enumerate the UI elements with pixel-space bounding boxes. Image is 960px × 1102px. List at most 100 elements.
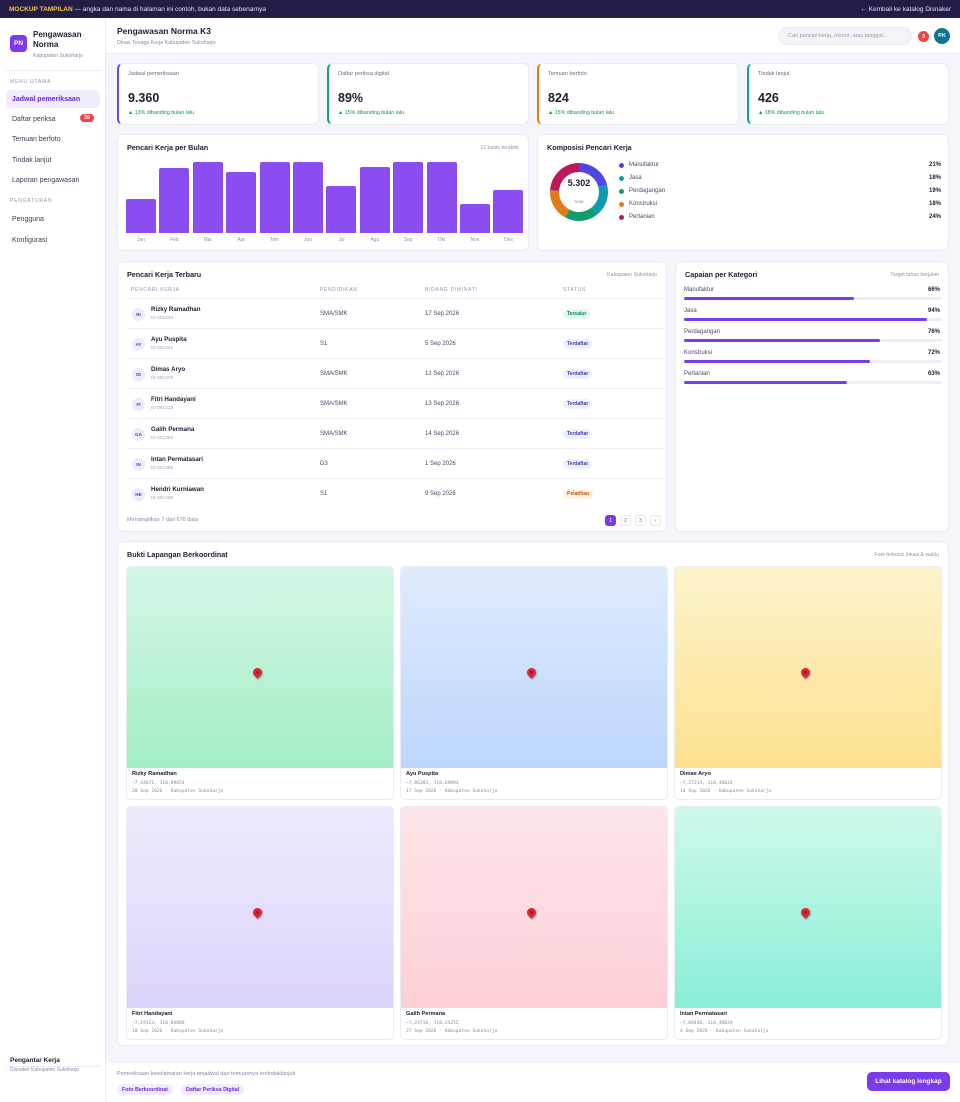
- donut-slice-perdagangan[interactable]: [565, 207, 598, 221]
- seeker-name: Dimas Aryo: [151, 366, 186, 373]
- category-label: Konstruksi: [684, 350, 713, 356]
- evidence-photo[interactable]: Rizky Ramadhan −7,44671, 110,89654 20 Sep …: [126, 566, 394, 800]
- seeker-name: Galih Permana: [151, 426, 195, 433]
- chart-bar-jul[interactable]: [326, 186, 357, 233]
- table-row[interactable]: GA Galih Permana ID 001352 SMA/SMK 14 Sep 20…: [127, 418, 667, 448]
- progress-track: [684, 360, 942, 363]
- page-title: Pengawasan Norma K3: [117, 26, 212, 36]
- sidebar-item-jadwal[interactable]: Jadwal pemeriksaan: [6, 90, 100, 108]
- sidebar-item-label: Daftar periksa: [12, 115, 56, 123]
- sidebar-item-konfigurasi[interactable]: Konfigurasi: [6, 231, 100, 249]
- evidence-photo[interactable]: Fitri Handayani −7,19123, 110,04880 10 Sep…: [126, 806, 394, 1040]
- seeker-id: ID 001315: [151, 406, 174, 411]
- sidebar-item-daftar-periksa[interactable]: Daftar periksa 39: [6, 110, 100, 128]
- category-percent: 63%: [927, 371, 940, 377]
- donut-slice-konstruksi[interactable]: [550, 190, 570, 218]
- evidence-photo[interactable]: Ayu Puspita −7,86383, 110,69093 17 Sep 202…: [400, 566, 668, 800]
- next-page-button[interactable]: ›: [650, 515, 661, 526]
- page-button[interactable]: 3: [635, 515, 646, 526]
- column-header[interactable]: PENDIDIKAN: [320, 287, 358, 293]
- chart-bar-nov[interactable]: [460, 203, 490, 233]
- legend-swatch: [619, 189, 624, 194]
- photo-image: [127, 567, 393, 768]
- table-row[interactable]: DI Dimas Aryo ID 001278 SMA/SMK 12 Sep 2026 T…: [127, 358, 667, 388]
- chart-bar-agu[interactable]: [359, 166, 390, 233]
- search-input[interactable]: Cari pencari kerja, nomor, atau tanggal.…: [778, 27, 912, 45]
- photo-meta: 4 Sep 2026 · Kabupaten Sukoharjo: [680, 1029, 769, 1034]
- sidebar-item-temuan[interactable]: Temuan berfoto: [6, 130, 100, 148]
- progress-fill: [684, 381, 847, 384]
- donut-slice-jasa[interactable]: [591, 184, 608, 215]
- stat-card[interactable]: Tindak lanjut 426 ▲ 18% dibanding bulan la…: [747, 63, 949, 125]
- sidebar-item-laporan[interactable]: Laporan pengawasan: [6, 171, 100, 189]
- education-cell: SMA/SMK: [320, 371, 348, 377]
- stat-value: 824: [548, 91, 569, 105]
- donut-total: 5.302: [567, 178, 591, 188]
- chart-bar-jan[interactable]: [126, 198, 156, 233]
- chart-bar-jun[interactable]: [293, 161, 323, 233]
- photo-name: Fitri Handayani: [132, 1011, 173, 1017]
- column-header[interactable]: STATUS: [563, 287, 587, 293]
- status-badge: Pelatihan: [563, 489, 594, 499]
- table-row[interactable]: HE Hendri Kurniawan ID 001426 S1 9 Sep 2026 P…: [127, 478, 667, 508]
- stat-card[interactable]: Temuan berfoto 824 ▲ 15% dibanding bulan l…: [537, 63, 739, 125]
- map-pin-icon: [251, 906, 264, 919]
- page-button[interactable]: 2: [620, 515, 631, 526]
- sidebar-footer-subtitle: Disnaker Kabupaten Sukoharjo: [10, 1067, 80, 1073]
- page-subtitle: Dinas Tenaga Kerja Kabupaten Sukoharjo: [117, 40, 216, 46]
- brand-subtitle: Kabupaten Sukoharjo: [33, 53, 83, 59]
- photo-meta: 17 Sep 2026 · Kabupaten Sukoharjo: [406, 789, 498, 794]
- chart-bar-des[interactable]: [493, 190, 524, 233]
- sidebar-item-tindak-lanjut[interactable]: Tindak lanjut: [6, 151, 100, 169]
- status-badge: Tersalur: [563, 309, 591, 319]
- evidence-photo[interactable]: Dimas Aryo −7,27214, 110,46033 14 Sep 2026…: [674, 566, 942, 800]
- legend-swatch: [619, 176, 624, 181]
- sidebar-item-pengguna[interactable]: Pengguna: [6, 210, 100, 228]
- chart-bar-mar[interactable]: [192, 161, 223, 233]
- page-button[interactable]: 1: [605, 515, 616, 526]
- seeker-id: ID 001234: [151, 316, 174, 321]
- avatar: AY: [132, 338, 145, 351]
- table-row[interactable]: RI Rizky Ramadhan ID 001234 SMA/SMK 17 Sep 2…: [127, 298, 667, 328]
- table-row[interactable]: IN Intan Permatasari ID 001389 D3 1 Sep 2026…: [127, 448, 667, 478]
- back-to-catalog-link[interactable]: ← Kembali ke katalog Disnaker: [860, 5, 951, 13]
- donut-slice-pertanian[interactable]: [550, 163, 579, 191]
- evidence-photo[interactable]: Galih Permana −7,24710, 110,24252 27 Sep 2…: [400, 806, 668, 1040]
- seeker-name: Intan Permatasari: [151, 456, 203, 463]
- column-header[interactable]: PENCARI KERJA: [131, 287, 180, 293]
- seeker-id: ID 001426: [151, 496, 174, 501]
- seeker-name: Rizky Ramadhan: [151, 306, 201, 313]
- column-header[interactable]: BIDANG DIMINATI: [425, 287, 478, 293]
- donut-slice-manufaktur[interactable]: [579, 163, 608, 188]
- education-cell: D3: [320, 461, 328, 467]
- brand-name: Pengawasan Norma: [33, 30, 82, 49]
- job-seekers-table-card: Pencari Kerja Terbaru Kabupaten Sukoharj…: [117, 261, 667, 532]
- notification-badge[interactable]: 3: [918, 31, 929, 42]
- sidebar-group-main: MENU UTAMA: [10, 79, 52, 85]
- user-avatar[interactable]: PK: [934, 28, 950, 44]
- evidence-photo[interactable]: Intan Permatasari −7,68446, 110,48039 4 Se…: [674, 806, 942, 1040]
- stat-label: Temuan berfoto: [548, 71, 587, 77]
- chart-bar-okt[interactable]: [426, 161, 457, 233]
- legend-label: Manufaktur: [629, 162, 660, 168]
- chart-bar-apr[interactable]: [226, 172, 257, 233]
- stat-card[interactable]: Daftar periksa digital 89% ▲ 15% dibanding…: [327, 63, 529, 125]
- x-tick-label: Des: [503, 237, 513, 243]
- achievement-card: Capaian per Kategori Target tahun berjal…: [675, 261, 949, 532]
- stat-card[interactable]: Jadwal pemeriksaan 9.360 ▲ 13% dibanding b…: [117, 63, 319, 125]
- stat-trend: ▲ 15% dibanding bulan lalu: [338, 110, 404, 116]
- chart-bar-sep[interactable]: [393, 161, 424, 233]
- x-tick-label: Nov: [470, 237, 480, 243]
- seeker-id: ID 001352: [151, 436, 174, 441]
- map-pin-icon: [251, 666, 264, 679]
- table-row[interactable]: AY Ayu Puspita ID 001241 S1 5 Sep 2026 Terdaf…: [127, 328, 667, 358]
- progress-track: [684, 318, 942, 321]
- view-catalog-button[interactable]: Lihat katalog lengkap: [867, 1072, 950, 1091]
- table-row[interactable]: FI Fitri Handayani ID 001315 SMA/SMK 13 Sep …: [127, 388, 667, 418]
- legend-value: 18%: [928, 201, 941, 207]
- chart-bar-feb[interactable]: [159, 168, 190, 233]
- education-cell: S1: [320, 491, 328, 497]
- avatar: DI: [132, 368, 145, 381]
- chart-bar-mei[interactable]: [259, 161, 290, 233]
- education-cell: SMA/SMK: [320, 311, 348, 317]
